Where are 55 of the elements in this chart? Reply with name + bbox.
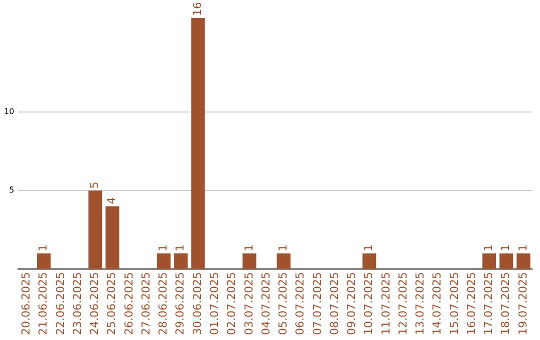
data-label: 1: [482, 244, 496, 252]
bar: [482, 253, 496, 270]
x-tick-label: 18.07.2025: [499, 272, 512, 336]
x-tick-label: 29.06.2025: [174, 272, 187, 336]
x-tick-label: 20.06.2025: [20, 272, 33, 336]
x-tick-label: 09.07.2025: [345, 272, 358, 336]
bar: [191, 18, 205, 270]
x-tick-label: 07.07.2025: [310, 272, 324, 336]
data-label: 1: [362, 244, 376, 252]
bar: [174, 253, 188, 270]
x-tick-label: 12.07.2025: [396, 272, 410, 336]
data-label: 16: [190, 2, 204, 16]
x-tick-label: 21.06.2025: [36, 272, 50, 336]
bar: [242, 253, 256, 270]
data-label: 1: [156, 244, 170, 252]
x-tick-label: 19.07.2025: [516, 272, 530, 336]
x-tick-label: 22.06.2025: [54, 272, 67, 336]
data-label: 4: [105, 197, 118, 204]
x-tick-label: 14.07.2025: [430, 272, 444, 336]
x-tick-label: 06.07.2025: [294, 272, 307, 336]
x-tick-label: 01.07.2025: [208, 272, 222, 336]
x-tick-label: 08.07.2025: [328, 272, 341, 336]
x-tick-label: 11.07.2025: [379, 272, 392, 336]
x-tick-label: 03.07.2025: [242, 272, 256, 336]
data-label: 1: [516, 244, 530, 252]
x-tick-label: 04.07.2025: [259, 272, 272, 336]
bar: [88, 190, 102, 270]
bar: [499, 253, 514, 270]
y-tick-label: 10: [4, 107, 14, 116]
x-tick-label: 10.07.2025: [362, 272, 376, 336]
data-label: 1: [174, 244, 187, 252]
x-tick-label: 27.06.2025: [139, 272, 152, 336]
data-label: 1: [499, 244, 512, 252]
x-tick-label: 30.06.2025: [190, 272, 204, 336]
bar: [37, 253, 51, 270]
x-tick-label: 13.07.2025: [414, 272, 427, 336]
bar: [362, 253, 376, 270]
x-tick-label: 17.07.2025: [482, 272, 496, 336]
x-tick-label: 24.06.2025: [88, 272, 102, 336]
x-tick-label: 26.06.2025: [122, 272, 136, 336]
x-tick-label: 16.07.2025: [464, 272, 478, 336]
x-tick-label: 02.07.2025: [225, 272, 238, 336]
x-tick-label: 28.06.2025: [156, 272, 170, 336]
bar: [106, 206, 120, 270]
x-tick-label: 25.06.2025: [105, 272, 118, 336]
bar: [156, 253, 171, 270]
data-label: 5: [88, 182, 102, 189]
data-label: 1: [276, 244, 290, 252]
data-label: 1: [36, 244, 50, 252]
x-tick-label: 23.06.2025: [70, 272, 84, 336]
x-tick-label: 15.07.2025: [448, 272, 461, 336]
x-tick-label: 05.07.2025: [276, 272, 290, 336]
bar: [276, 253, 291, 270]
bar: [516, 253, 530, 270]
data-label: 1: [242, 244, 256, 252]
